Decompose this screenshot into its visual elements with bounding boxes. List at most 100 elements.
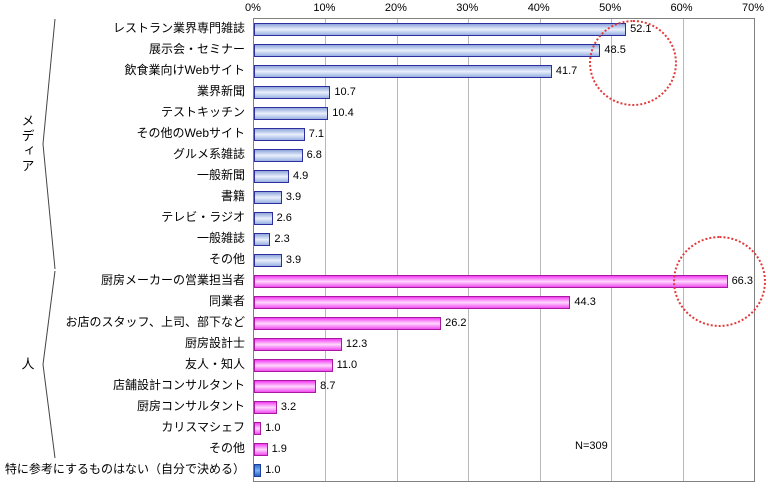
bar-value: 1.9	[271, 443, 287, 455]
category-label: 厨房メーカーの営業担当者	[100, 273, 245, 287]
bar-value: 1.0	[265, 422, 281, 434]
bar	[254, 254, 282, 267]
bar-row: 3.9	[254, 187, 754, 208]
group-label: メディア	[19, 114, 35, 174]
category-label: テレビ・ラジオ	[161, 210, 245, 224]
sample-size-note: N=309	[575, 440, 608, 452]
bar	[254, 359, 333, 372]
bar-value: 1.0	[265, 464, 281, 476]
bar-row: 3.9	[254, 250, 754, 271]
bar	[254, 443, 268, 456]
gridline	[611, 19, 613, 481]
bar-value: 10.4	[332, 107, 354, 119]
bar	[254, 170, 289, 183]
bar	[254, 464, 262, 477]
bar-value: 4.9	[293, 170, 309, 182]
category-label: グルメ系雑誌	[172, 147, 245, 161]
bar	[254, 401, 277, 414]
category-label: 飲食業向けWebサイト	[124, 63, 245, 77]
bar-row: 3.2	[254, 397, 754, 418]
axis-tick: 50%	[599, 2, 622, 14]
category-labels: レストラン業界専門雑誌 展示会・セミナー 飲食業向けWebサイト 業界新聞 テストキッチ…	[0, 18, 249, 480]
bar	[254, 65, 552, 78]
bar	[254, 338, 342, 351]
bar-value: 3.9	[285, 191, 302, 203]
gridline	[325, 19, 327, 481]
bar-row: 26.2	[254, 313, 754, 334]
bar-value: 41.7	[555, 65, 578, 77]
bar	[254, 317, 442, 330]
bar-row: 41.7	[254, 61, 754, 82]
bar-row: 6.8	[254, 145, 754, 166]
bar-value: 3.9	[285, 254, 302, 266]
highlight-ellipse-media	[589, 20, 677, 106]
gridline	[468, 19, 470, 481]
category-label: 一般新聞	[196, 168, 245, 182]
bar	[254, 149, 303, 162]
category-label: お店のスタッフ、上司、部下など	[65, 315, 245, 329]
gridline	[682, 19, 684, 481]
bar-row: 2.6	[254, 208, 754, 229]
axis-tick: 40%	[527, 2, 550, 14]
bar-value: 8.7	[320, 380, 336, 392]
bar	[254, 86, 331, 99]
category-label: 書籍	[220, 189, 245, 203]
highlight-ellipse-people	[673, 236, 766, 327]
bar-row: 44.3	[254, 292, 754, 313]
bar-value: 7.1	[308, 128, 324, 140]
bar-row: 11.0	[254, 355, 754, 376]
bar	[254, 107, 329, 120]
bar	[254, 296, 571, 309]
bar-value: 26.2	[445, 317, 467, 329]
category-label: その他	[208, 441, 245, 455]
axis-tick: 60%	[670, 2, 693, 14]
axis-tick: 0%	[245, 2, 261, 14]
bar	[254, 422, 262, 435]
group-bracket	[42, 270, 56, 459]
axis-tick: 30%	[456, 2, 479, 14]
bar-row: 10.4	[254, 103, 754, 124]
bar	[254, 380, 317, 393]
category-label: 展示会・セミナー	[148, 42, 245, 56]
bar-row: 10.7	[254, 82, 754, 103]
group-bracket	[42, 18, 56, 270]
bar	[254, 128, 305, 141]
bar-value: 2.6	[276, 212, 292, 224]
category-label: その他のWebサイト	[136, 126, 245, 140]
bar-row: 1.0	[254, 418, 754, 439]
category-label: その他	[208, 252, 245, 266]
bar-value: 2.3	[274, 233, 290, 245]
category-label: 厨房設計士	[184, 336, 245, 350]
bar-row: 12.3	[254, 334, 754, 355]
bar-row: 1.9	[254, 439, 754, 460]
category-label: 店舗設計コンサルタント	[112, 378, 245, 392]
axis-tick: 20%	[384, 2, 407, 14]
bar	[254, 275, 728, 288]
bar-value: 10.7	[334, 86, 356, 98]
bar	[254, 212, 273, 225]
bar	[254, 233, 271, 246]
bar-row: 8.7	[254, 376, 754, 397]
bar-row: 4.9	[254, 166, 754, 187]
bar-row: 7.1	[254, 124, 754, 145]
category-label: 一般雑誌	[196, 231, 245, 245]
bar	[254, 191, 282, 204]
bar-value: 6.8	[306, 149, 322, 161]
category-label: 業界新聞	[196, 84, 245, 98]
bar-row: 52.1	[254, 19, 754, 40]
group-label: 人	[19, 357, 35, 372]
bar	[254, 23, 627, 36]
bar-row: 48.5	[254, 40, 754, 61]
category-label: カリスマシェフ	[161, 420, 245, 434]
axis-tick: 10%	[313, 2, 336, 14]
axis-tick: 70%	[741, 2, 765, 14]
category-label: 厨房コンサルタント	[136, 399, 245, 413]
bar-value: 11.0	[336, 359, 358, 371]
bar	[254, 44, 601, 57]
category-label: 友人・知人	[184, 357, 245, 371]
bar-value: 3.2	[280, 401, 297, 413]
gridline	[396, 19, 398, 481]
plot-area: 52.1 48.5 41.7 10.7 10.4 7.1 6.8 4.9 3.9 2.6 2.3 3.…	[253, 18, 755, 482]
bar-row: 1.0	[254, 460, 754, 481]
bar-value: 12.3	[345, 338, 368, 350]
